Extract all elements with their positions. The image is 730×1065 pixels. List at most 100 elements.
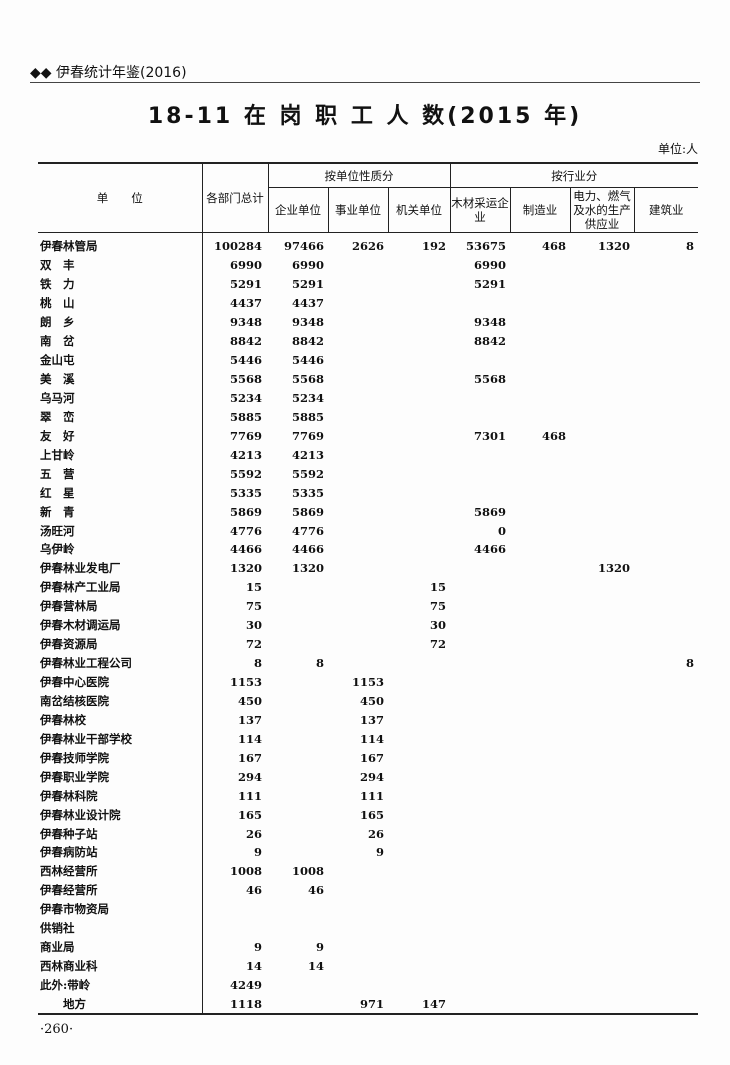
cell-value bbox=[388, 389, 450, 408]
cell-value bbox=[450, 862, 510, 881]
row-label: 伊春林管局 bbox=[38, 232, 203, 256]
cell-value: 15 bbox=[430, 580, 447, 595]
cell-value bbox=[570, 351, 634, 370]
table-row: 西林经营所 1008 1008 bbox=[38, 861, 698, 881]
cell-value bbox=[634, 502, 698, 521]
cell-value bbox=[450, 294, 510, 313]
cell-value bbox=[268, 673, 328, 692]
row-label: 伊春病防站 bbox=[38, 843, 203, 862]
cell-value bbox=[450, 654, 510, 673]
row-label: 此外:带岭 bbox=[38, 975, 203, 995]
cell-value bbox=[388, 767, 450, 786]
cell-value bbox=[388, 957, 450, 976]
cell-value: 1153 bbox=[351, 675, 384, 690]
cell-value bbox=[510, 919, 570, 938]
cell-value bbox=[328, 635, 388, 654]
cell-value bbox=[510, 824, 570, 843]
cell-value: 5592 bbox=[291, 466, 324, 481]
cell-value: 8842 bbox=[291, 334, 324, 349]
cell-value: 100284 bbox=[213, 239, 262, 254]
cell-value bbox=[328, 521, 388, 540]
cell-value: 114 bbox=[237, 731, 262, 746]
cell-value bbox=[510, 635, 570, 654]
row-label: 伊春市物资局 bbox=[38, 899, 203, 919]
row-label: 上甘岭 bbox=[38, 445, 203, 465]
cell-value bbox=[634, 464, 698, 483]
cell-value: 4466 bbox=[229, 542, 262, 557]
cell-value bbox=[202, 919, 268, 938]
cell-value bbox=[328, 957, 388, 976]
table-row: 地方 1118 971 147 bbox=[38, 994, 698, 1015]
cell-value bbox=[510, 483, 570, 502]
table-row: 伊春中心医院 1153 1153 bbox=[38, 672, 698, 692]
cell-value bbox=[510, 938, 570, 957]
cell-value bbox=[570, 767, 634, 786]
cell-value bbox=[388, 540, 450, 559]
cell-value bbox=[510, 502, 570, 521]
cell-value bbox=[450, 578, 510, 597]
cell-value: 5234 bbox=[229, 390, 262, 405]
cell-value: 5885 bbox=[291, 409, 324, 424]
table-row: 伊春职业学院 294 294 bbox=[38, 767, 698, 787]
cell-value bbox=[634, 370, 698, 389]
cell-value bbox=[570, 597, 634, 616]
cell-value: 46 bbox=[307, 883, 324, 898]
cell-value bbox=[388, 445, 450, 464]
cell-value bbox=[510, 616, 570, 635]
cell-value bbox=[388, 483, 450, 502]
cell-value: 5291 bbox=[474, 277, 507, 292]
cell-value: 1008 bbox=[291, 864, 324, 879]
cell-value bbox=[388, 919, 450, 938]
col-group-industry: 按行业分 bbox=[449, 162, 699, 188]
cell-value bbox=[510, 900, 570, 919]
table-row: 红 星 5335 5335 bbox=[38, 483, 698, 503]
cell-value: 7769 bbox=[229, 428, 262, 443]
cell-value bbox=[634, 294, 698, 313]
row-label: 美 溪 bbox=[38, 369, 203, 389]
cell-value bbox=[634, 521, 698, 540]
cell-value bbox=[510, 370, 570, 389]
cell-value bbox=[328, 578, 388, 597]
cell-value bbox=[388, 521, 450, 540]
cell-value bbox=[634, 786, 698, 805]
cell-value: 2626 bbox=[351, 239, 384, 254]
cell-value bbox=[450, 881, 510, 900]
cell-value bbox=[570, 710, 634, 729]
cell-value bbox=[634, 710, 698, 729]
cell-value: 9 bbox=[315, 940, 324, 955]
cell-value bbox=[328, 938, 388, 957]
cell-value: 137 bbox=[359, 712, 384, 727]
table-row: 乌马河 5234 5234 bbox=[38, 388, 698, 408]
cell-value bbox=[328, 407, 388, 426]
cell-value: 4437 bbox=[229, 296, 262, 311]
cell-value bbox=[388, 938, 450, 957]
cell-value: 5568 bbox=[229, 372, 262, 387]
cell-value bbox=[388, 559, 450, 578]
cell-value bbox=[450, 767, 510, 786]
cell-value bbox=[450, 938, 510, 957]
cell-value bbox=[570, 502, 634, 521]
cell-value bbox=[570, 407, 634, 426]
cell-value: 46 bbox=[245, 883, 262, 898]
row-label: 伊春林业干部学校 bbox=[38, 729, 203, 749]
cell-value bbox=[328, 881, 388, 900]
cell-value bbox=[634, 275, 698, 294]
table-row: 供销社 bbox=[38, 918, 698, 938]
cell-value bbox=[450, 389, 510, 408]
table-row: 伊春林产工业局 15 15 bbox=[38, 577, 698, 597]
cell-value bbox=[388, 426, 450, 445]
row-label: 南岔结核医院 bbox=[38, 691, 203, 711]
cell-value bbox=[328, 862, 388, 881]
cell-value bbox=[634, 881, 698, 900]
cell-value bbox=[328, 351, 388, 370]
cell-value: 5885 bbox=[229, 409, 262, 424]
cell-value bbox=[634, 957, 698, 976]
cell-value bbox=[634, 559, 698, 578]
cell-value: 8842 bbox=[474, 334, 507, 349]
table-row: 伊春种子站 26 26 bbox=[38, 824, 698, 843]
cell-value: 5869 bbox=[229, 504, 262, 519]
row-label: 伊春营林局 bbox=[38, 596, 203, 616]
row-label: 双 丰 bbox=[38, 255, 203, 275]
cell-value bbox=[388, 729, 450, 748]
